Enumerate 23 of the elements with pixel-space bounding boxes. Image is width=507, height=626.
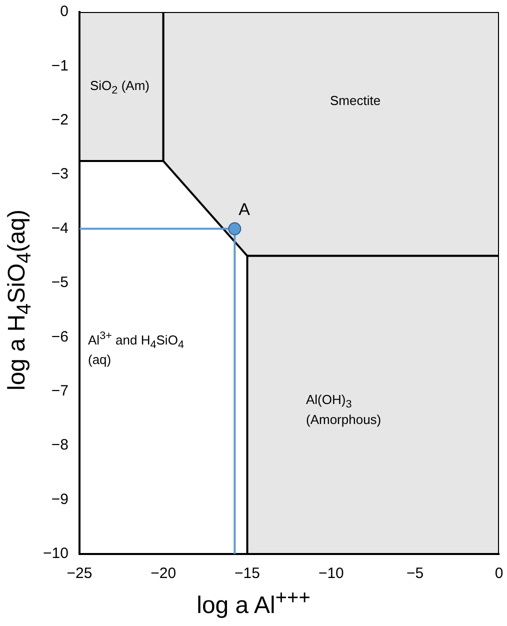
x-tick-label: −5 (406, 565, 424, 582)
y-tick-label: −5 (51, 274, 68, 292)
y-tick-label: −10 (42, 545, 68, 562)
y-tick-label: 0 (60, 3, 68, 20)
x-tick-label: 0 (494, 565, 504, 582)
y-tick-label: −2 (51, 112, 68, 129)
y-tick-label: −6 (51, 328, 68, 346)
y-tick-label: −3 (51, 166, 68, 183)
x-tick-label: −10 (318, 565, 344, 582)
x-tick-label: −15 (234, 565, 260, 582)
y-tick-label: −9 (51, 490, 68, 508)
text: Al$^{3+}$ and H$_{4}$SiO$_{4}$ (aq) (88, 330, 184, 368)
annotation: SiO$_{2}$ (Am) (90, 78, 150, 98)
y-tick-label: −8 (51, 436, 68, 454)
y-tick-label: −7 (51, 382, 68, 400)
y-tick-label: −4 (51, 220, 68, 237)
y-tick-label: −1 (51, 57, 68, 74)
annotation: Al(OH)$_{3}$ (Amorphous) (306, 392, 382, 428)
annotation: A (238, 198, 250, 220)
annotation: Smectite (330, 93, 381, 110)
x-axis-title: log a Al$^{+++}$ (196, 587, 312, 620)
x-tick-label: −25 (66, 565, 92, 582)
x-tick-label: −20 (150, 565, 176, 582)
